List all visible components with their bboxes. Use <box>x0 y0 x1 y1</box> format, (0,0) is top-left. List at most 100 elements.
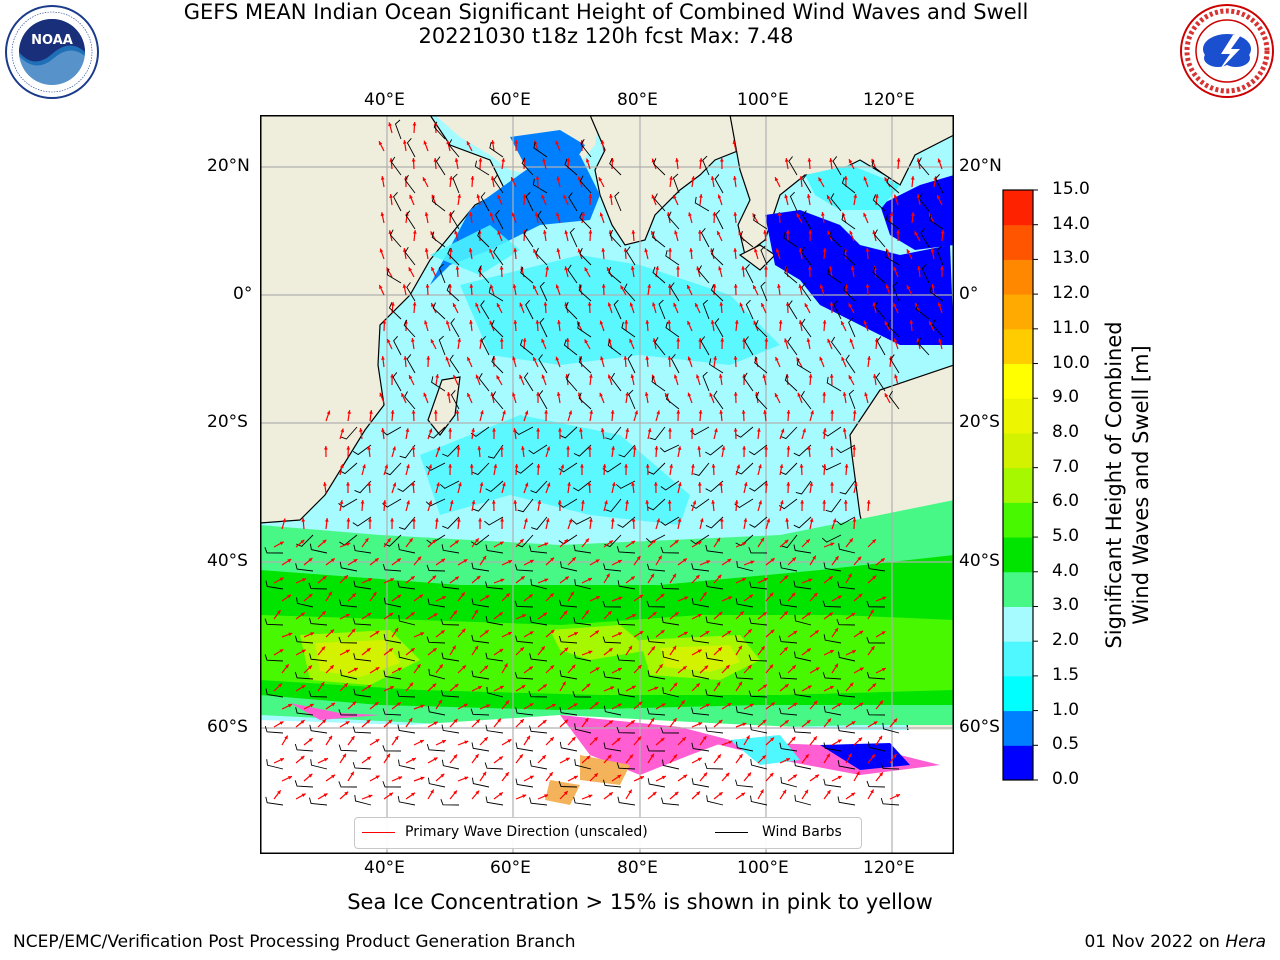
wave-direction-arrowhead <box>343 683 348 688</box>
wave-direction-arrowhead <box>408 375 413 380</box>
wave-direction-arrowhead <box>276 610 281 615</box>
wave-direction-arrowhead <box>368 794 373 799</box>
wave-direction-arrowhead <box>830 482 834 486</box>
wind-barb <box>452 173 460 194</box>
wave-direction-arrowhead <box>406 464 410 469</box>
lat-tick-right-40s: 40°S <box>959 551 1000 571</box>
wave-direction-arrowhead <box>533 248 537 253</box>
colorbar <box>1002 189 1038 781</box>
wave-direction-arrowhead <box>764 482 769 486</box>
wave-direction-arrowhead <box>519 754 523 759</box>
wave-direction-arrowhead <box>502 482 506 487</box>
wind-barb <box>404 391 416 410</box>
wind-barb <box>691 742 710 752</box>
wind-barb <box>431 195 446 212</box>
wave-direction-arrowhead <box>786 446 791 450</box>
wave-direction-arrowhead <box>508 560 512 564</box>
wave-direction-arrowhead <box>843 500 848 504</box>
wave-direction-arrowhead <box>366 719 371 724</box>
wave-direction-arrowhead <box>616 737 621 742</box>
wave-direction-arrowhead <box>673 195 677 199</box>
wind-barb <box>480 192 490 212</box>
wave-direction-arrowhead <box>848 375 853 380</box>
wave-direction-arrowhead <box>754 248 758 253</box>
wave-direction-arrowhead <box>719 302 724 306</box>
wave-direction-arrowhead <box>669 176 673 180</box>
wave-direction-arrowhead <box>651 231 655 236</box>
wave-direction-arrowhead <box>637 665 642 669</box>
wave-direction-arrowhead <box>607 611 612 615</box>
wind-barb <box>836 444 856 454</box>
wind-barb <box>838 651 856 662</box>
wave-direction-arrowhead <box>638 701 643 706</box>
wave-direction-arrowhead <box>492 428 496 432</box>
wave-direction-arrowhead <box>681 700 685 705</box>
wave-direction-arrowhead <box>734 320 739 324</box>
wind-barb <box>691 669 710 680</box>
wave-direction-arrowhead <box>482 771 487 776</box>
wind-barb <box>427 426 446 439</box>
wave-direction-arrowhead <box>645 500 650 504</box>
wave-direction-arrowhead <box>498 792 503 797</box>
wave-direction-arrowhead <box>624 320 629 324</box>
wave-direction-arrowhead <box>709 392 713 397</box>
wave-direction-arrowhead <box>814 774 819 779</box>
wave-direction-arrowhead <box>557 320 561 324</box>
wave-direction-arrowhead <box>326 410 331 415</box>
wind-barb <box>745 299 754 320</box>
wind-barb <box>876 336 886 356</box>
wind-barb <box>660 582 680 590</box>
wind-barb <box>698 265 710 284</box>
wave-direction-arrowhead <box>837 775 842 780</box>
wave-direction-arrowhead <box>719 410 724 414</box>
wave-direction-arrowhead <box>761 303 765 308</box>
wave-direction-arrowhead <box>482 555 487 560</box>
wind-barb <box>793 759 812 770</box>
wave-direction-arrowhead <box>760 789 764 794</box>
wind-barb <box>532 178 548 194</box>
wind-barb <box>486 686 504 698</box>
wave-direction-arrowhead <box>763 577 768 582</box>
wave-direction-arrowhead <box>396 558 401 563</box>
wave-direction-arrowhead <box>677 482 682 487</box>
wind-barb <box>605 498 622 513</box>
wave-direction-arrowhead <box>445 356 450 361</box>
wave-direction-arrowhead <box>630 374 635 379</box>
wave-direction-arrowhead <box>390 302 395 306</box>
wind-barb <box>538 354 548 374</box>
wave-direction-arrowhead <box>798 320 803 324</box>
wave-direction-arrowhead <box>828 266 833 270</box>
wave-direction-arrowhead <box>681 737 686 742</box>
wind-barb <box>426 564 446 572</box>
high-wave-zones <box>260 500 954 730</box>
wave-direction-arrowhead <box>368 578 373 582</box>
wave-direction-arrowhead <box>456 518 461 522</box>
wave-direction-arrowhead <box>712 284 717 288</box>
wave-direction-arrowhead <box>674 612 679 616</box>
wave-direction-arrowhead <box>683 774 688 779</box>
wave-direction-arrowhead <box>718 647 722 652</box>
wave-direction-arrowhead <box>815 667 820 671</box>
wind-barb <box>649 426 666 441</box>
wave-direction-arrowhead <box>454 576 459 581</box>
wind-barb <box>491 319 504 338</box>
wind-barb <box>890 354 900 374</box>
wave-direction-arrowhead <box>375 739 380 743</box>
wave-direction-arrowhead <box>448 428 453 432</box>
wind-barb <box>426 636 446 644</box>
wave-direction-arrowhead <box>705 703 710 708</box>
wind-barb <box>748 444 768 456</box>
wind-barb <box>830 336 842 356</box>
wind-barb <box>484 762 504 770</box>
colorbar-tick-label: 14.0 <box>1052 213 1090 234</box>
colorbar-title-line1: Significant Height of Combined <box>1102 321 1126 649</box>
lon-tick-top-40e: 40°E <box>364 90 405 110</box>
wind-barb <box>535 247 548 266</box>
wave-direction-arrowhead <box>784 720 789 724</box>
wave-direction-arrowhead <box>738 231 743 236</box>
wind-barb <box>654 337 666 356</box>
wind-barb <box>667 211 680 230</box>
wave-direction-arrowhead <box>504 663 508 668</box>
wave-direction-arrowhead <box>739 611 744 616</box>
wind-barb <box>471 598 490 608</box>
